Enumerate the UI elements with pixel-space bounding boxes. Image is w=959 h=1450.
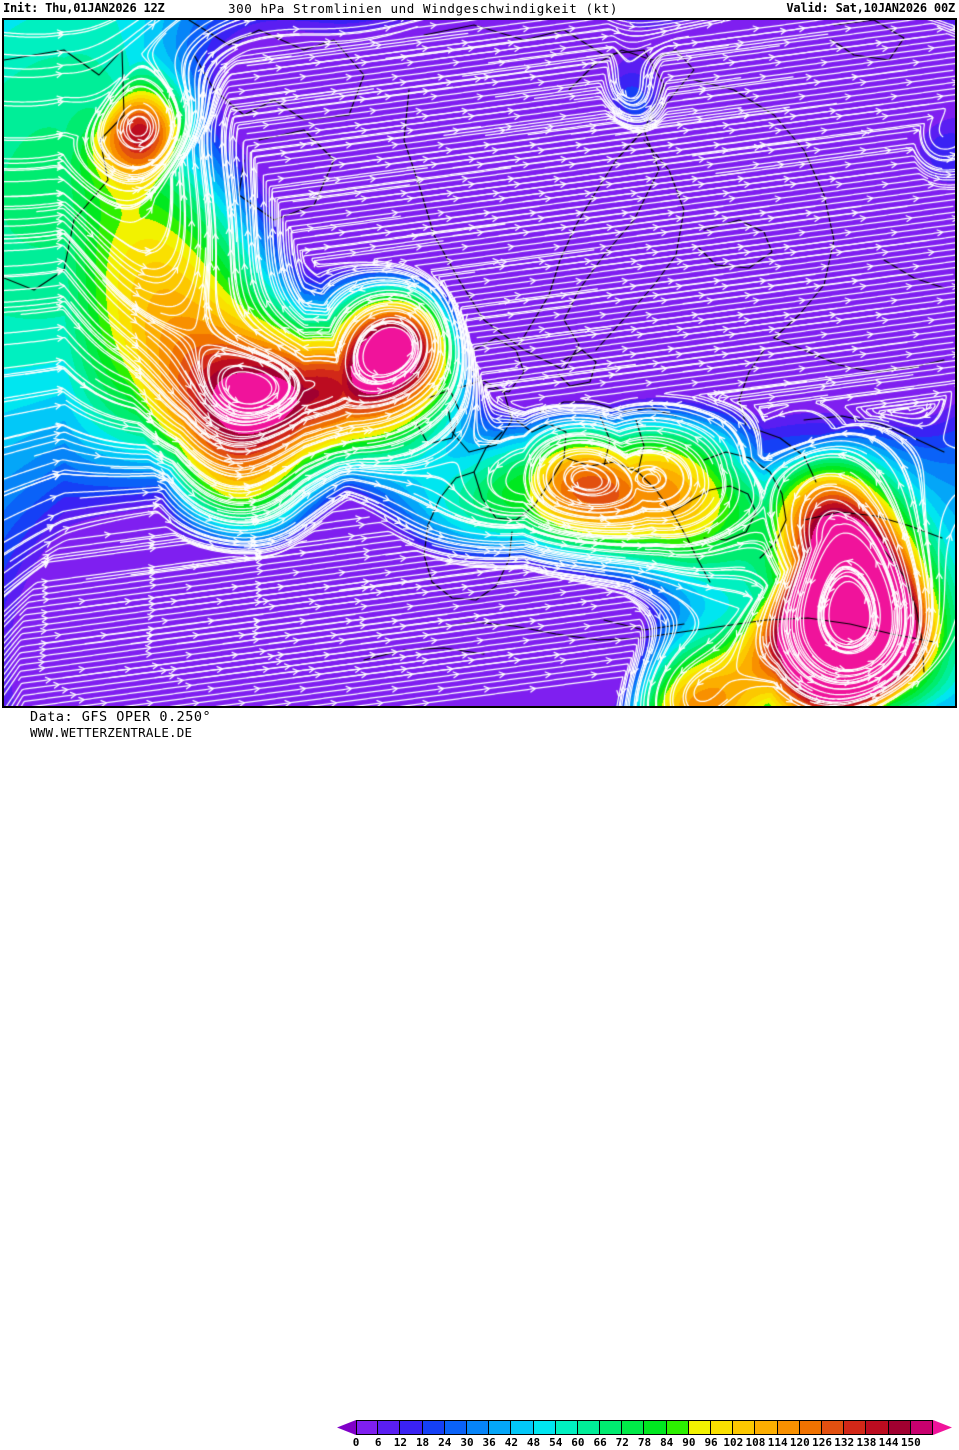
colorbar-cell: [533, 1420, 556, 1435]
colorbar-tick-label: 72: [615, 1436, 629, 1449]
colorbar-cell: [888, 1420, 911, 1435]
colorbar: 0 6 12 18 24 30 36 42 48 54 60 66 72 78 84 90 96 102 108 11…: [337, 1419, 952, 1450]
colorbar-cell: [666, 1420, 689, 1435]
colorbar-cell: [733, 1420, 756, 1435]
colorbar-cell: [755, 1420, 778, 1435]
valid-time-label: Valid: Sat,10JAN2026 00Z: [786, 1, 955, 15]
colorbar-tick-label: 24: [438, 1436, 452, 1449]
colorbar-cell: [577, 1420, 601, 1435]
colorbar-cell: [844, 1420, 867, 1435]
colorbar-tick-label: 66: [593, 1436, 607, 1449]
colorbar-cell: [555, 1420, 578, 1435]
colorbar-cell: [400, 1420, 423, 1435]
colorbar-tick-label: 60: [571, 1436, 585, 1449]
colorbar-tick-label: 12: [393, 1436, 407, 1449]
colorbar-tick-label: 114: [767, 1436, 788, 1449]
colorbar-cell: [644, 1420, 667, 1435]
wind-speed-heatmap-canvas[interactable]: [4, 20, 955, 706]
colorbar-tick-label: 90: [682, 1436, 696, 1449]
colorbar-tick-label: 18: [415, 1436, 430, 1449]
colorbar-tick-labels: 0 6 12 18 24 30 36 42 48 54 60 66 72 78 84 90 96 102 108 11…: [337, 1436, 952, 1450]
colorbar-tick-label: 54: [549, 1436, 563, 1449]
colorbar-tick-label: 6: [374, 1436, 382, 1449]
colorbar-cell: [622, 1420, 645, 1435]
colorbar-tick-label: 138: [856, 1436, 877, 1449]
website-label: WWW.WETTERZENTRALE.DE: [30, 725, 193, 740]
colorbar-under-cap: [337, 1420, 356, 1435]
colorbar-tick-label: 0: [352, 1436, 360, 1449]
colorbar-cell: [866, 1420, 889, 1435]
colorbar-tick-label: 42: [504, 1436, 518, 1449]
colorbar-tick-label: 150: [900, 1436, 921, 1449]
colorbar-tick-label: 126: [812, 1436, 832, 1449]
colorbar-tick-label: 96: [704, 1436, 718, 1449]
colorbar-cell: [511, 1420, 534, 1435]
init-time-label: Init: Thu,01JAN2026 12Z: [3, 1, 165, 15]
colorbar-cell: [711, 1420, 734, 1435]
colorbar-cell: [444, 1420, 467, 1435]
colorbar-cell: [489, 1420, 512, 1435]
colorbar-tick-label: 132: [834, 1436, 855, 1449]
colorbar-tick-label: 30: [460, 1436, 474, 1449]
chart-title: 300 hPa Stromlinien und Windgeschwindigk…: [228, 1, 619, 16]
colorbar-cell: [422, 1420, 445, 1435]
colorbar-cell: [777, 1420, 800, 1435]
chart-header: Init: Thu,01JAN2026 12Z 300 hPa Stromlin…: [0, 0, 959, 18]
colorbar-cell: [821, 1420, 845, 1435]
colorbar-cell: [910, 1420, 933, 1435]
colorbar-tick-label: 102: [723, 1436, 744, 1449]
colorbar-tick-label: 36: [482, 1436, 496, 1449]
colorbar-over-cap: [933, 1420, 952, 1435]
map-plot-area[interactable]: [2, 18, 957, 708]
colorbar-tick-label: 48: [526, 1436, 541, 1449]
colorbar-tick-label: 108: [745, 1436, 766, 1449]
colorbar-cells: [356, 1420, 933, 1435]
colorbar-tick-label: 78: [637, 1436, 652, 1449]
colorbar-cell: [799, 1420, 822, 1435]
colorbar-tick-label: 120: [789, 1436, 810, 1449]
colorbar-cell: [466, 1420, 490, 1435]
colorbar-cell: [378, 1420, 401, 1435]
chart-footer: Data: GFS OPER 0.250° WWW.WETTERZENTRALE…: [0, 709, 959, 1449]
colorbar-tick-label: 84: [660, 1436, 674, 1449]
data-source-label: Data: GFS OPER 0.250°: [30, 709, 212, 725]
colorbar-tick-label: 144: [878, 1436, 899, 1449]
colorbar-cell: [688, 1420, 711, 1435]
colorbar-cell: [600, 1420, 623, 1435]
colorbar-cell: [356, 1420, 379, 1435]
